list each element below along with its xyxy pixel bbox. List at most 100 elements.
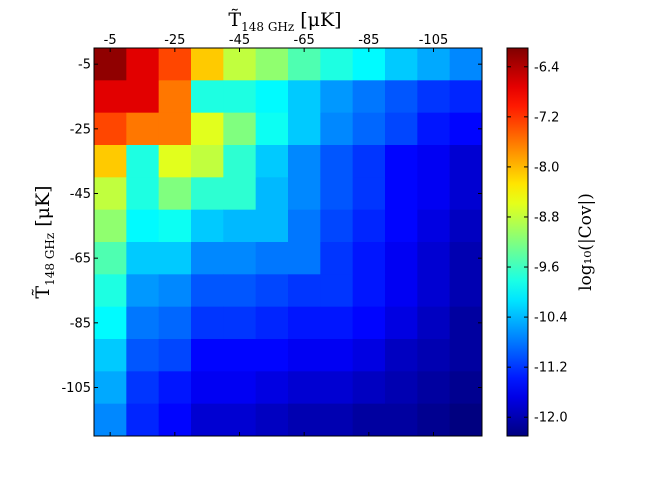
heatmap-cell: [385, 274, 418, 308]
heatmap-cell: [255, 403, 289, 437]
heatmap-cell: [417, 145, 451, 178]
heatmap-cell: [255, 209, 289, 243]
heatmap-cell: [449, 403, 483, 437]
heatmap-cell: [352, 274, 386, 308]
heatmap-cell: [417, 306, 451, 340]
y-tick-label: -5: [78, 58, 91, 73]
heatmap-cell: [255, 274, 289, 308]
heatmap-cell: [288, 339, 321, 372]
heatmap-cell: [94, 339, 127, 372]
heatmap-cell: [417, 112, 451, 146]
heatmap-cell: [320, 242, 354, 275]
colorbar-ticks: -6.4 -7.2 -8.0 -8.8 -9.6 -10.4 -11.2 -12.0: [507, 60, 568, 426]
x-axis-label-sub: 148 GHz: [241, 20, 294, 34]
heatmap-cell: [320, 145, 354, 178]
heatmap-cell: [385, 403, 418, 437]
heatmap-cell: [126, 209, 160, 243]
heatmap-cell: [352, 112, 386, 146]
y-axis-label-unit: [μK]: [32, 185, 54, 226]
x-tick-label: -85: [358, 33, 379, 48]
heatmap-cell: [449, 274, 483, 308]
heatmap-cell: [288, 242, 321, 275]
heatmap-cell: [126, 274, 160, 308]
heatmap-cell: [352, 403, 386, 437]
heatmap-cell: [449, 80, 483, 114]
colorbar-frame: [506, 47, 529, 437]
heatmap-cell: [158, 112, 192, 146]
heatmap-cell: [223, 403, 257, 437]
heatmap-cell: [255, 80, 289, 114]
colorbar-tick-label: -8.8: [534, 210, 559, 225]
colorbar-tick-label: -12.0: [534, 411, 568, 426]
heatmap-cell: [320, 48, 354, 81]
heatmap-cell: [158, 306, 192, 340]
heatmap-cell: [417, 80, 451, 114]
heatmap-cell: [94, 209, 127, 243]
heatmap-cell: [385, 112, 418, 146]
x-tick-label: -45: [229, 33, 250, 48]
heatmap-cell: [320, 112, 354, 146]
x-axis-label-unit: [μK]: [300, 9, 341, 31]
heatmap-cell: [223, 80, 257, 114]
heatmap-cell: [94, 112, 127, 146]
heatmap-cell: [449, 177, 483, 211]
heatmap-cell: [94, 403, 127, 437]
x-tick-label: -25: [164, 33, 185, 48]
heatmap-cell: [352, 339, 386, 372]
y-tick-label: -25: [70, 122, 91, 137]
x-tick-label: -105: [419, 33, 449, 48]
heatmap-cell: [288, 48, 321, 81]
heatmap-cell: [417, 177, 451, 211]
heatmap-cell: [385, 145, 418, 178]
heatmap-cell: [191, 80, 224, 114]
heatmap-cell: [320, 403, 354, 437]
heatmap-cell: [158, 274, 192, 308]
heatmap-cell: [158, 48, 192, 81]
heatmap-cell: [94, 48, 127, 81]
heatmap-cell: [94, 274, 127, 308]
heatmap-cell: [223, 112, 257, 146]
heatmap-cell: [94, 306, 127, 340]
y-tick-label: -85: [70, 316, 91, 331]
colorbar-label: log₁₀(|Cov|): [576, 193, 596, 291]
y-tick-label: -65: [70, 252, 91, 267]
heatmap-cell: [352, 306, 386, 340]
heatmap-cell: [191, 242, 224, 275]
heatmap-cell: [288, 177, 321, 211]
heatmap-cell: [94, 177, 127, 211]
heatmap-cell: [352, 242, 386, 275]
heatmap-cell: [223, 242, 257, 275]
heatmap-cell: [94, 80, 127, 114]
heatmap-cell: [126, 145, 160, 178]
heatmap-cell: [223, 371, 257, 405]
heatmap-cell: [417, 242, 451, 275]
heatmap-cell: [158, 371, 192, 405]
colorbar-tick-label: -11.2: [534, 361, 568, 376]
heatmap-cell: [94, 371, 127, 405]
colorbar-tick-label: -8.0: [534, 160, 559, 175]
y-axis-label-main: T̃: [32, 286, 54, 299]
heatmap-cell: [255, 242, 289, 275]
heatmap-cell: [449, 371, 483, 405]
heatmap-cell: [126, 339, 160, 372]
heatmap-cell: [288, 306, 321, 340]
heatmap-cell: [417, 403, 451, 437]
heatmap-cell: [126, 306, 160, 340]
x-tick-label: -65: [294, 33, 315, 48]
colorbar: [507, 48, 528, 436]
heatmap-cell: [191, 48, 224, 81]
heatmap-cell: [417, 371, 451, 405]
heatmap-cell: [288, 80, 321, 114]
heatmap-cell: [385, 371, 418, 405]
heatmap-cell: [385, 339, 418, 372]
y-axis-label-sub: 148 GHz: [43, 233, 57, 286]
heatmap-cell: [449, 209, 483, 243]
heatmap-cells: [94, 48, 483, 437]
axis-ticks: -5 -25 -45 -65 -85 -105 -5 -25 -45 -65 -85 -105: [61, 33, 482, 436]
heatmap-cell: [385, 209, 418, 243]
colorbar-tick-label: -7.2: [534, 110, 559, 125]
heatmap-cell: [385, 80, 418, 114]
heatmap-cell: [320, 274, 354, 308]
heatmap-cell: [320, 306, 354, 340]
